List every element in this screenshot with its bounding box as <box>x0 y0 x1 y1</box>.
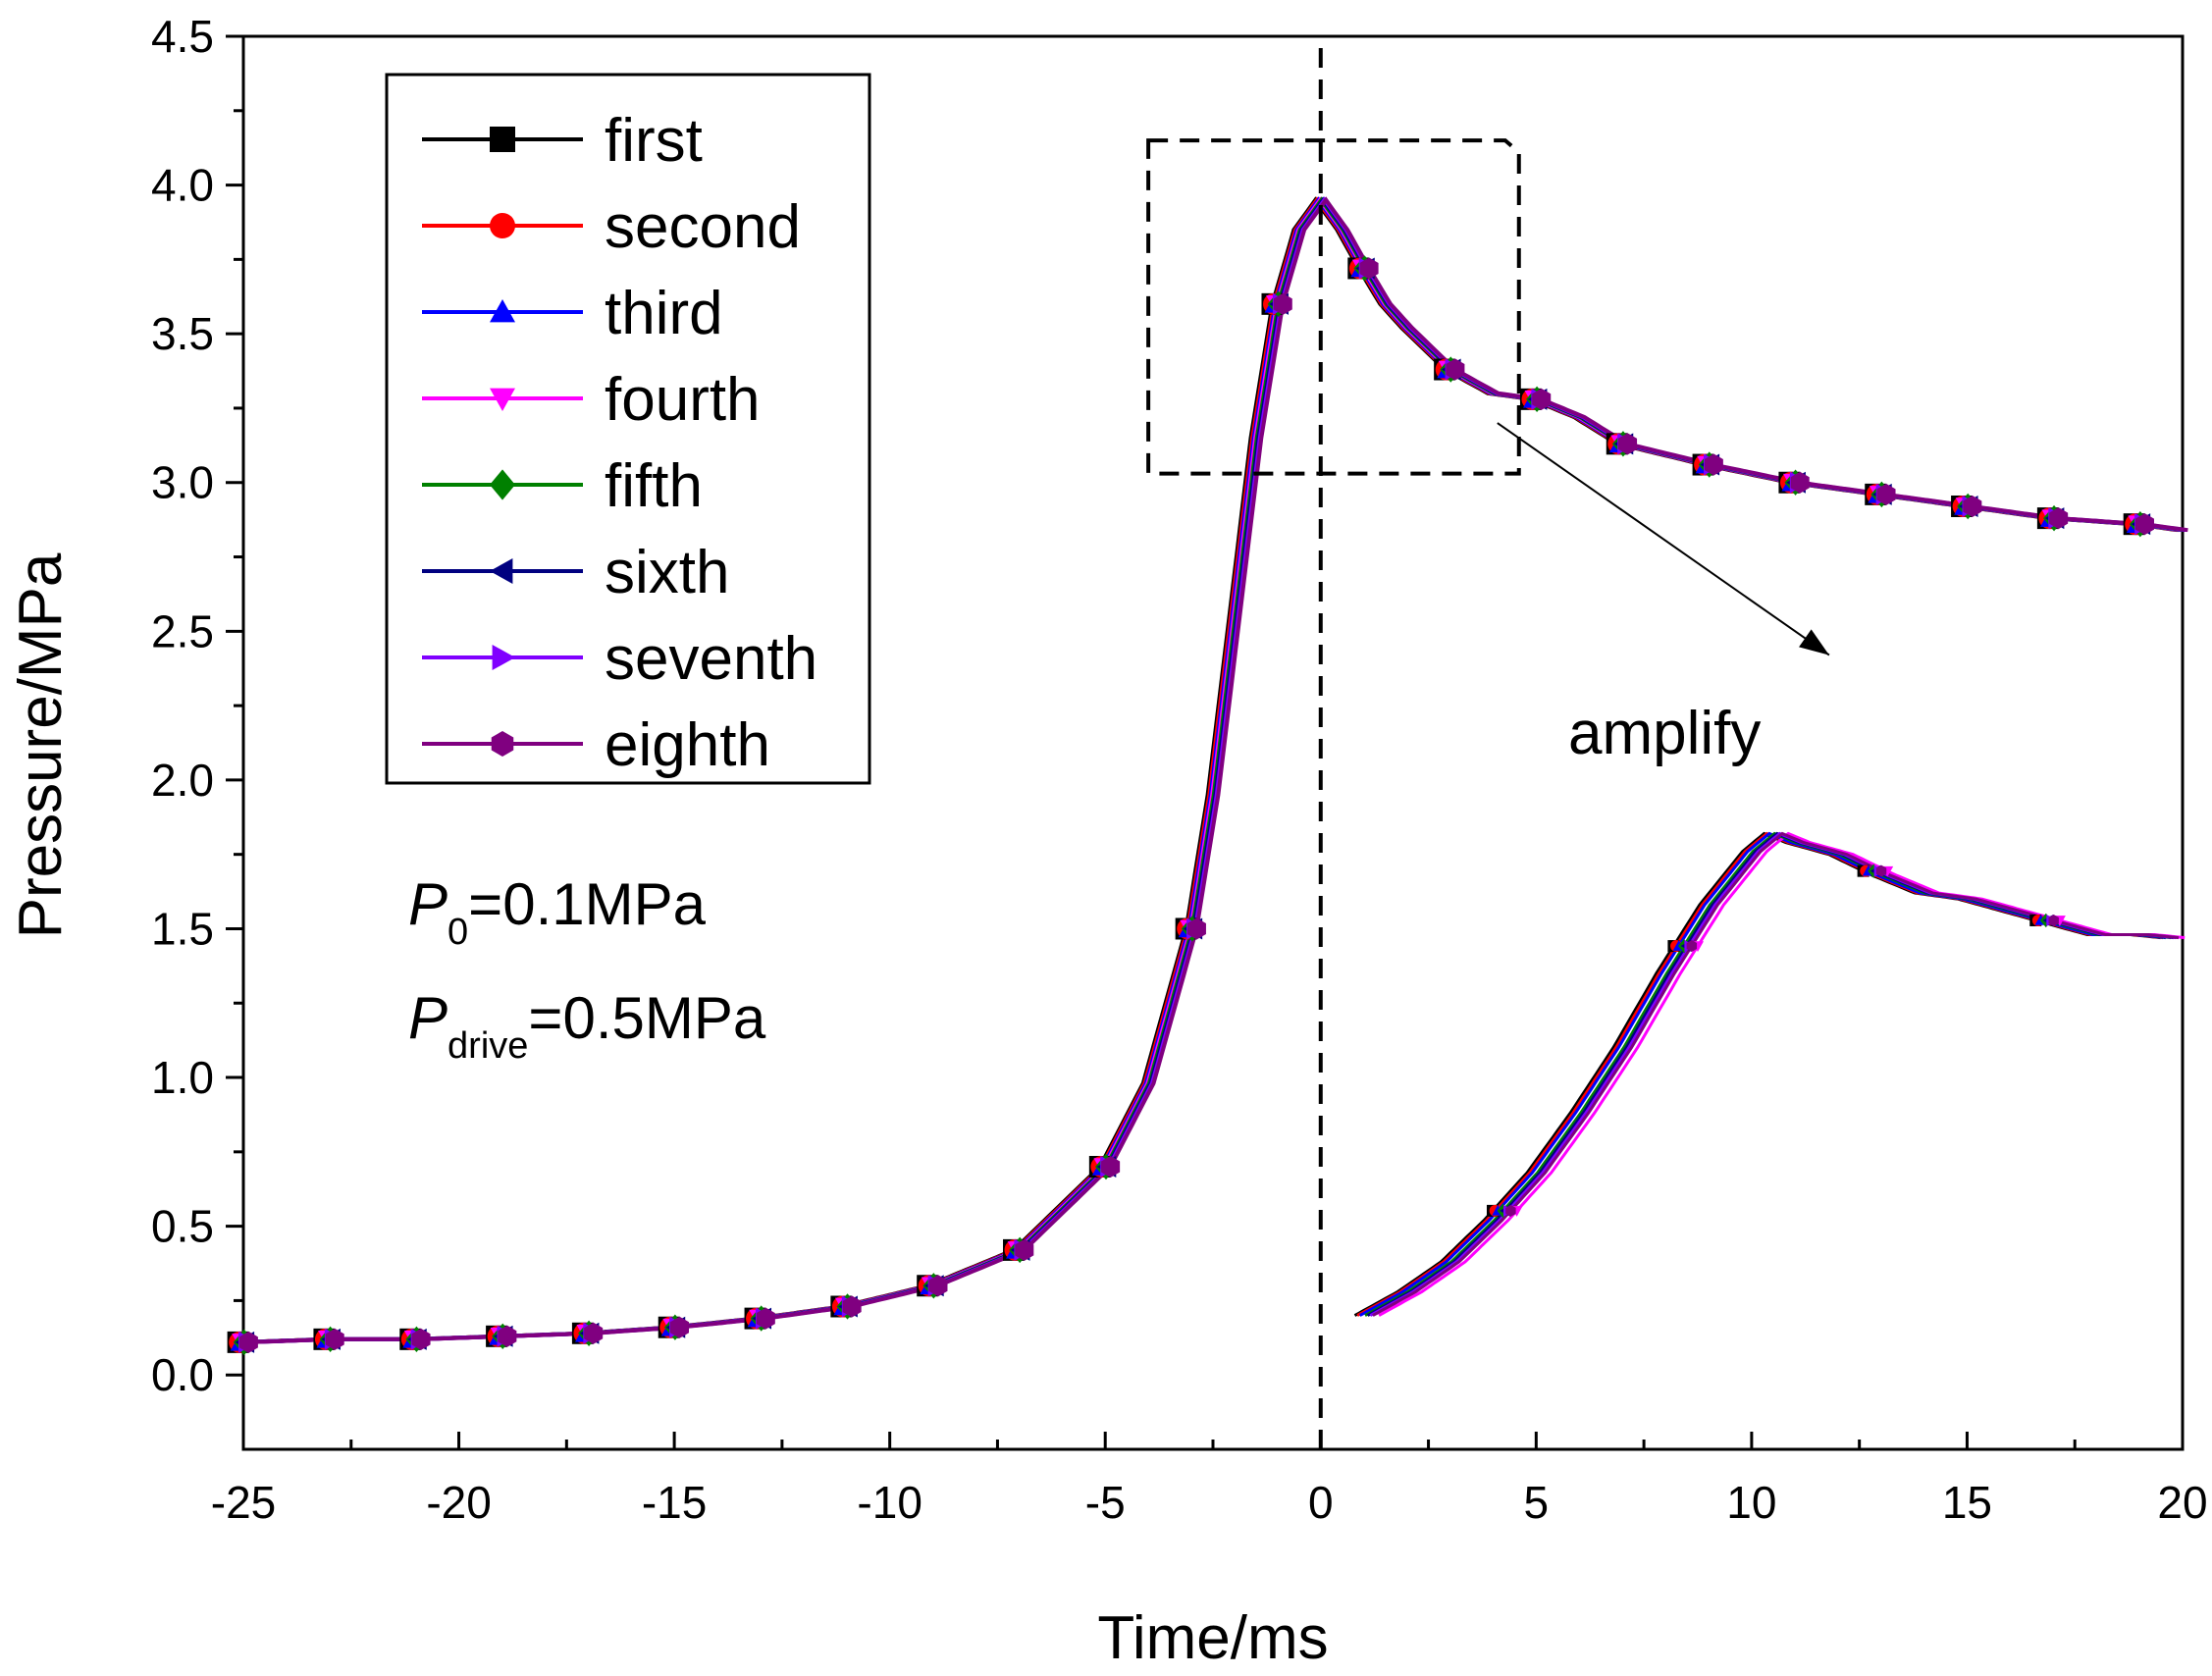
marker-eighth <box>411 1328 431 1350</box>
legend-label: first <box>605 107 703 175</box>
legend-marker <box>492 645 515 670</box>
marker-eighth <box>1532 388 1552 410</box>
x-tick-label: 20 <box>2157 1477 2207 1528</box>
marker-eighth <box>498 1325 517 1347</box>
legend-marker <box>490 388 515 411</box>
y-axis-ticks: 0.0 0.5 1.0 1.5 2.0 2.5 3.0 3.5 4.0 4.5 <box>151 11 243 1400</box>
x-tick-label: -10 <box>857 1477 922 1528</box>
p0-subscript: 0 <box>448 912 468 953</box>
x-tick-label: 15 <box>1942 1477 1992 1528</box>
legend-label: seventh <box>605 625 817 693</box>
legend-item-fourth: fourth <box>422 366 761 434</box>
x-tick-label: 5 <box>1524 1477 1550 1528</box>
legend-marker <box>490 469 515 500</box>
y-tick-label: 1.5 <box>151 903 214 954</box>
marker-eighth <box>1618 433 1638 455</box>
marker-eighth <box>669 1316 690 1338</box>
legend-marker <box>490 213 515 238</box>
legend-marker <box>490 299 515 323</box>
legend-label: sixth <box>605 539 729 606</box>
legend-marker <box>490 558 513 584</box>
y-tick-label: 2.0 <box>151 755 214 806</box>
p0-value: =0.1MPa <box>468 871 706 937</box>
marker-eighth <box>1446 358 1465 381</box>
y-tick-label: 2.5 <box>151 605 214 656</box>
inset-marker-eighth <box>2048 914 2059 926</box>
legend-marker <box>491 731 514 757</box>
legend-label: fifth <box>605 452 703 520</box>
legend-label: fourth <box>605 366 761 434</box>
amplify-arrow-head <box>1799 629 1829 655</box>
pdrive-value: =0.5MPa <box>528 985 765 1051</box>
legend-item-seventh: seventh <box>422 625 817 693</box>
y-tick-label: 0.5 <box>151 1201 214 1252</box>
legend-items: first second third fourth fifth sixth seventh e… <box>422 107 817 779</box>
x-axis-label: Time/ms <box>1097 1604 1328 1672</box>
x-tick-label: -25 <box>211 1477 276 1528</box>
legend-item-third: third <box>422 280 723 347</box>
amplify-arrow <box>1497 422 1830 656</box>
marker-eighth <box>238 1331 258 1353</box>
legend-label: eighth <box>605 711 770 779</box>
marker-eighth <box>2134 513 2154 536</box>
pdrive-subscript: drive <box>448 1025 528 1067</box>
inset-marker-eighth <box>1875 864 1887 877</box>
marker-eighth <box>584 1322 604 1344</box>
zoom-region-box <box>1146 138 1521 476</box>
legend-item-fifth: fifth <box>422 452 703 520</box>
pdrive-annotation: Pdrive=0.5MPa <box>408 985 766 1067</box>
y-tick-label: 3.0 <box>151 457 214 508</box>
legend-item-second: second <box>422 193 801 261</box>
marker-eighth <box>842 1295 862 1318</box>
y-tick-label: 0.0 <box>151 1349 214 1400</box>
x-tick-label: -15 <box>642 1477 707 1528</box>
amplify-label: amplify <box>1568 700 1761 767</box>
series-markers <box>227 255 2154 1356</box>
legend-marker <box>490 127 515 152</box>
x-axis-ticks: -25 -20 -15 -10 -5 0 5 10 15 20 <box>211 1432 2208 1528</box>
y-tick-label: 1.0 <box>151 1052 214 1103</box>
marker-eighth <box>756 1307 775 1330</box>
marker-eighth <box>928 1275 948 1297</box>
inset-marker-eighth <box>1505 1204 1516 1217</box>
marker-eighth <box>1963 495 1982 517</box>
y-tick-label: 4.5 <box>151 11 214 62</box>
marker-eighth <box>1015 1238 1034 1261</box>
y-tick-label: 3.5 <box>151 308 214 359</box>
x-tick-label: -5 <box>1085 1477 1126 1528</box>
x-tick-label: 0 <box>1308 1477 1334 1528</box>
marker-eighth <box>325 1328 344 1350</box>
marker-eighth <box>2049 507 2069 530</box>
inset-marker-eighth <box>1686 940 1698 953</box>
marker-eighth <box>1359 257 1379 280</box>
legend-label: second <box>605 193 801 261</box>
pdrive-symbol: P <box>408 985 448 1051</box>
legend: first second third fourth fifth sixth seventh e… <box>385 73 871 785</box>
marker-eighth <box>1101 1156 1121 1178</box>
marker-eighth <box>1876 483 1896 505</box>
x-tick-label: 10 <box>1726 1477 1776 1528</box>
legend-label: third <box>605 280 723 347</box>
p0-symbol: P <box>408 871 448 937</box>
legend-box <box>385 73 871 785</box>
legend-item-sixth: sixth <box>422 539 729 606</box>
y-axis-label: Pressure/MPa <box>7 552 75 938</box>
y-tick-label: 4.0 <box>151 160 214 211</box>
series-curves <box>237 196 2188 1344</box>
series-line-eighth <box>248 196 2188 1344</box>
marker-eighth <box>1704 453 1723 476</box>
marker-eighth <box>1186 917 1206 940</box>
marker-eighth <box>1273 292 1292 315</box>
p0-annotation: P0=0.1MPa <box>408 871 707 953</box>
legend-item-eighth: eighth <box>422 711 770 779</box>
legend-item-first: first <box>422 107 703 175</box>
x-tick-label: -20 <box>426 1477 491 1528</box>
marker-eighth <box>1790 471 1810 494</box>
